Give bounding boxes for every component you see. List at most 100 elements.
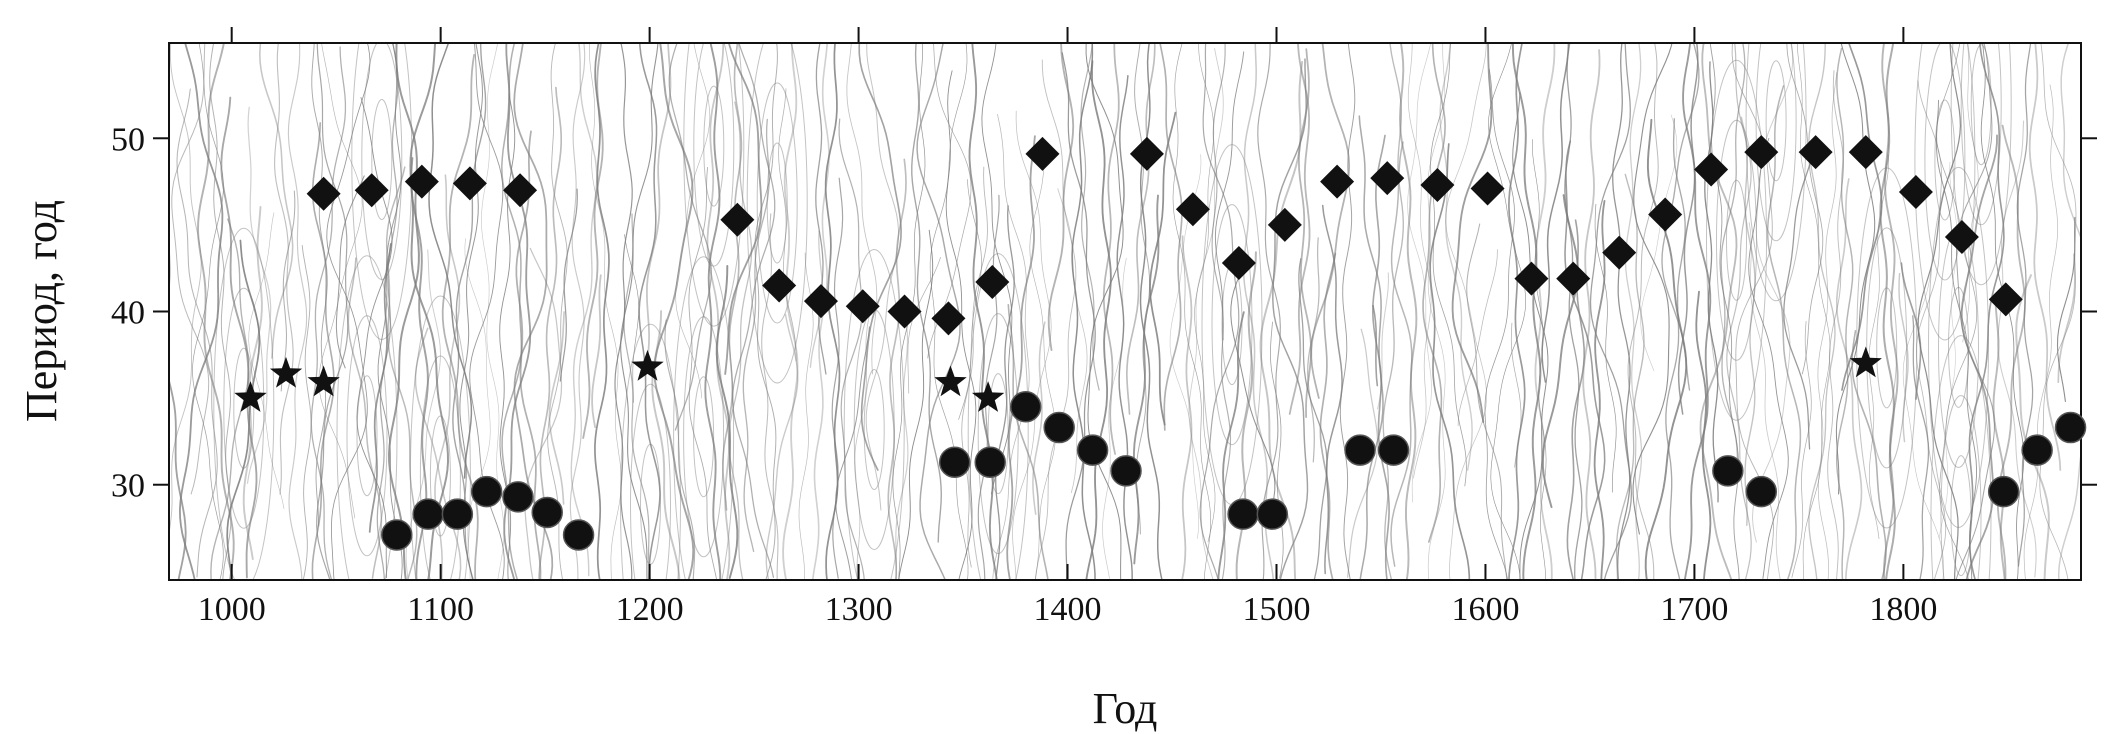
contour-line xyxy=(927,43,972,359)
diamond-marker xyxy=(1470,171,1505,206)
contour-loop xyxy=(693,376,715,498)
contour-line xyxy=(835,326,870,580)
contour-line xyxy=(1346,328,1379,578)
contour-line xyxy=(1032,321,1046,515)
contour-line xyxy=(1307,237,1320,463)
contour-line xyxy=(1997,120,2037,578)
contour-line xyxy=(428,43,473,479)
contour-line xyxy=(1172,43,1212,580)
contour-line xyxy=(1269,321,1284,579)
contour-line xyxy=(1029,166,1057,580)
contour-line xyxy=(728,101,753,580)
contour-loop xyxy=(1706,59,1767,421)
contour-line xyxy=(259,43,294,359)
contour-loop xyxy=(419,355,461,580)
contour-line xyxy=(675,43,711,399)
contour-loop xyxy=(1856,167,1918,529)
contour-line xyxy=(570,43,598,577)
star-marker xyxy=(269,356,303,388)
contour-line xyxy=(547,43,568,580)
diamond-marker xyxy=(1267,207,1302,242)
contour-line xyxy=(1181,235,1193,580)
contour-loop xyxy=(356,375,378,497)
contour-line xyxy=(838,118,865,580)
contour-loop xyxy=(683,43,745,327)
contour-line xyxy=(1709,43,1740,580)
diamond-marker xyxy=(1514,261,1549,296)
contour-loop xyxy=(1928,166,1989,528)
contour-line xyxy=(2028,43,2062,471)
x-axis-title: Год xyxy=(1093,684,1158,733)
contour-line xyxy=(311,43,328,527)
contour-line xyxy=(895,308,909,580)
contour-loop xyxy=(1934,99,1956,221)
circle-marker xyxy=(1009,391,1042,423)
contour-line xyxy=(1085,43,1124,580)
contour-loop xyxy=(703,85,725,207)
contour-line xyxy=(287,43,308,580)
contour-line xyxy=(1868,154,1889,539)
contour-line xyxy=(248,212,285,510)
contour-line xyxy=(1139,43,1163,580)
contour-line xyxy=(782,43,799,580)
contour-line xyxy=(1752,43,1794,543)
contour-loop xyxy=(429,415,451,537)
contour-line xyxy=(1407,43,1432,503)
circle-marker xyxy=(2054,411,2087,444)
diamond-marker xyxy=(1648,197,1683,232)
contour-line xyxy=(731,43,776,578)
plot-frame xyxy=(168,42,2082,581)
contour-line xyxy=(2056,216,2076,402)
contour-line xyxy=(2015,274,2050,580)
contour-line xyxy=(742,118,770,553)
contour-line xyxy=(1593,199,1606,580)
contour-line xyxy=(376,43,399,580)
contour-line xyxy=(992,114,1030,579)
contour-line xyxy=(280,190,296,392)
contour-loop xyxy=(223,287,265,529)
contour-loop xyxy=(409,295,471,580)
contour-line xyxy=(688,167,718,580)
diamond-marker xyxy=(1602,235,1637,270)
contour-line xyxy=(1466,223,1508,580)
circle-marker xyxy=(974,446,1006,478)
diamond-marker xyxy=(1129,136,1164,171)
contour-line xyxy=(1199,43,1240,580)
contour-line xyxy=(898,229,934,580)
contour-line xyxy=(1589,43,1633,580)
circle-marker xyxy=(381,519,413,551)
contour-loop xyxy=(1211,204,1253,446)
contour-line xyxy=(1695,290,1712,580)
contour-line xyxy=(916,43,961,580)
diamond-marker xyxy=(1556,261,1591,296)
star-marker xyxy=(972,381,1005,412)
contour-loop xyxy=(1716,119,1757,361)
contour-line xyxy=(1534,43,1556,580)
contour-line xyxy=(623,213,651,580)
contour-loop xyxy=(1930,335,1992,580)
diamond-marker xyxy=(1221,245,1256,280)
circle-marker xyxy=(441,498,474,530)
x-tick-label: 1700 xyxy=(1660,591,1728,628)
contour-line xyxy=(1624,43,1643,580)
contour-line xyxy=(1512,92,1549,580)
contour-line xyxy=(1898,272,1909,443)
contour-line xyxy=(1917,43,1962,580)
diamond-marker xyxy=(1848,135,1883,170)
contour-line xyxy=(220,96,258,579)
contour-line xyxy=(1488,43,1527,580)
contour-line xyxy=(405,249,441,579)
contour-line xyxy=(1445,43,1487,580)
circle-marker xyxy=(938,446,971,478)
contour-line xyxy=(1962,43,1979,343)
diamond-marker xyxy=(1744,135,1779,170)
contour-line xyxy=(977,194,1000,580)
diamond-marker xyxy=(1694,152,1729,187)
diamond-marker xyxy=(1025,136,1060,171)
contour-loop xyxy=(693,43,735,267)
contour-line xyxy=(1006,135,1036,580)
contour-line xyxy=(1371,134,1390,580)
contour-line xyxy=(1390,141,1413,567)
contour-line xyxy=(1012,110,1052,580)
contour-line xyxy=(981,43,1013,495)
